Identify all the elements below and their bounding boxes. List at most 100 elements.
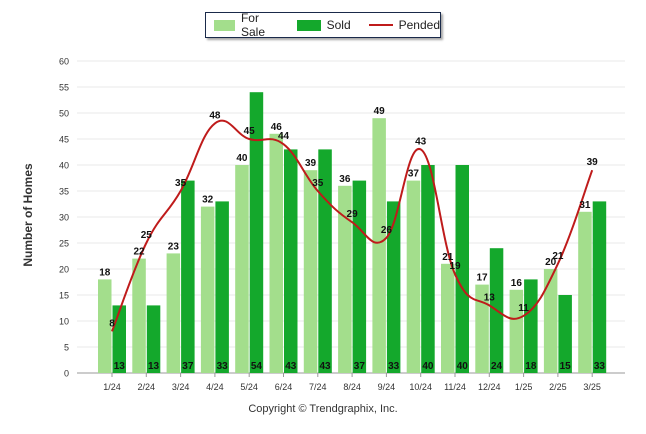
x-tick-label: 2/24 <box>138 382 156 392</box>
y-tick-label: 45 <box>59 135 69 145</box>
label-pended: 19 <box>449 261 461 272</box>
label-for-sale: 22 <box>133 247 145 258</box>
pended-line-path <box>111 119 594 332</box>
sold-swatch <box>296 19 321 31</box>
bar-for-sale <box>166 253 181 373</box>
bar-for-sale <box>235 165 249 373</box>
x-tick-label: 3/25 <box>583 382 601 392</box>
bar-for-sale <box>543 269 558 373</box>
label-for-sale: 40 <box>236 153 248 164</box>
label-sold: 33 <box>594 361 606 372</box>
y-tick-label: 40 <box>59 161 69 171</box>
bar-sold <box>592 201 607 373</box>
legend-item-pended[interactable]: Pended <box>368 18 440 32</box>
legend-label-pended: Pended <box>398 18 440 32</box>
label-pended: 35 <box>312 178 324 189</box>
bar-for-sale <box>98 279 112 373</box>
label-sold: 43 <box>285 361 297 372</box>
x-tick-label: 2/25 <box>549 382 567 392</box>
label-for-sale: 39 <box>305 158 317 169</box>
y-tick-label: 5 <box>64 343 69 353</box>
data-labels: 18 13 8 22 13 25 23 37 35 32 33 48 40 54 45 46 43 44 39 43 3… <box>99 106 605 372</box>
y-tick-label: 60 <box>59 57 69 67</box>
label-for-sale: 21 <box>442 252 454 263</box>
label-pended: 21 <box>552 251 564 262</box>
label-sold: 37 <box>354 361 366 372</box>
label-pended: 39 <box>587 157 599 168</box>
x-tick-label: 9/24 <box>378 382 396 392</box>
label-for-sale: 20 <box>545 257 557 268</box>
label-pended: 13 <box>484 292 496 303</box>
x-tick-label: 1/24 <box>103 382 121 392</box>
label-for-sale: 46 <box>271 122 283 133</box>
x-tick-label: 11/24 <box>444 382 466 392</box>
bar-sold <box>421 165 435 373</box>
label-sold: 40 <box>422 361 434 372</box>
bar-for-sale <box>269 133 283 373</box>
x-tick-label: 6/24 <box>275 382 293 392</box>
label-pended: 8 <box>109 318 115 329</box>
bar-sold <box>284 149 298 373</box>
bar-for-sale <box>578 211 592 373</box>
label-for-sale: 32 <box>202 195 214 206</box>
pended-swatch <box>368 24 393 26</box>
label-sold: 54 <box>251 361 263 372</box>
bar-sold <box>318 149 332 373</box>
bar-sold <box>181 180 195 373</box>
legend-item-sold[interactable]: Sold <box>296 18 351 32</box>
bar-for-sale <box>132 258 146 373</box>
legend-label-for-sale: For Sale <box>240 11 265 39</box>
bar-sold <box>215 201 229 373</box>
bar-sold <box>524 279 538 373</box>
x-tick-label: 10/24 <box>409 382 432 392</box>
y-tick-label: 25 <box>59 239 69 249</box>
pended-line <box>111 119 594 332</box>
bar-sold <box>352 180 367 373</box>
label-for-sale: 36 <box>339 174 351 185</box>
bar-sold <box>386 201 401 373</box>
x-tick-label: 12/24 <box>478 382 501 392</box>
label-pended: 48 <box>209 110 221 121</box>
label-sold: 43 <box>319 361 331 372</box>
for-sale-swatch <box>214 19 235 31</box>
y-tick-label: 20 <box>59 265 69 275</box>
label-sold: 40 <box>457 361 469 372</box>
y-tick-label: 30 <box>59 213 69 223</box>
label-pended: 43 <box>415 136 427 147</box>
bar-for-sale <box>406 180 421 373</box>
y-tick-label: 10 <box>59 317 69 327</box>
label-for-sale: 31 <box>579 200 591 211</box>
label-for-sale: 18 <box>99 267 111 278</box>
label-for-sale: 17 <box>476 273 488 284</box>
bar-sold <box>558 295 572 373</box>
x-tick-label: 4/24 <box>206 382 224 392</box>
label-pended: 25 <box>141 230 153 241</box>
bar-for-sale <box>303 170 318 373</box>
label-sold: 37 <box>182 361 194 372</box>
bar-sold <box>146 305 161 373</box>
bar-for-sale <box>441 263 455 373</box>
y-tick-label: 55 <box>59 83 69 93</box>
y-tick-label: 15 <box>59 291 69 301</box>
y-tick-label: 50 <box>59 109 69 119</box>
y-axis-title: Number of Homes <box>21 163 35 267</box>
bar-for-sale <box>372 118 386 373</box>
bar-for-sale <box>509 289 524 373</box>
x-tick-label: 1/25 <box>515 382 533 392</box>
label-for-sale: 16 <box>511 278 523 289</box>
x-tick-label: 7/24 <box>309 382 327 392</box>
label-for-sale: 37 <box>408 169 420 180</box>
legend-label-sold: Sold <box>326 18 351 32</box>
label-pended: 45 <box>244 126 256 137</box>
x-tick-label: 8/24 <box>343 382 361 392</box>
label-sold: 18 <box>525 361 537 372</box>
y-tick-label: 35 <box>59 187 69 197</box>
bar-for-sale <box>200 206 215 373</box>
label-for-sale: 23 <box>168 241 180 252</box>
label-pended: 11 <box>518 303 529 314</box>
label-sold: 13 <box>114 361 126 372</box>
legend-item-for-sale[interactable]: For Sale <box>214 11 281 39</box>
label-sold: 33 <box>388 361 400 372</box>
x-tick-label: 3/24 <box>172 382 190 392</box>
